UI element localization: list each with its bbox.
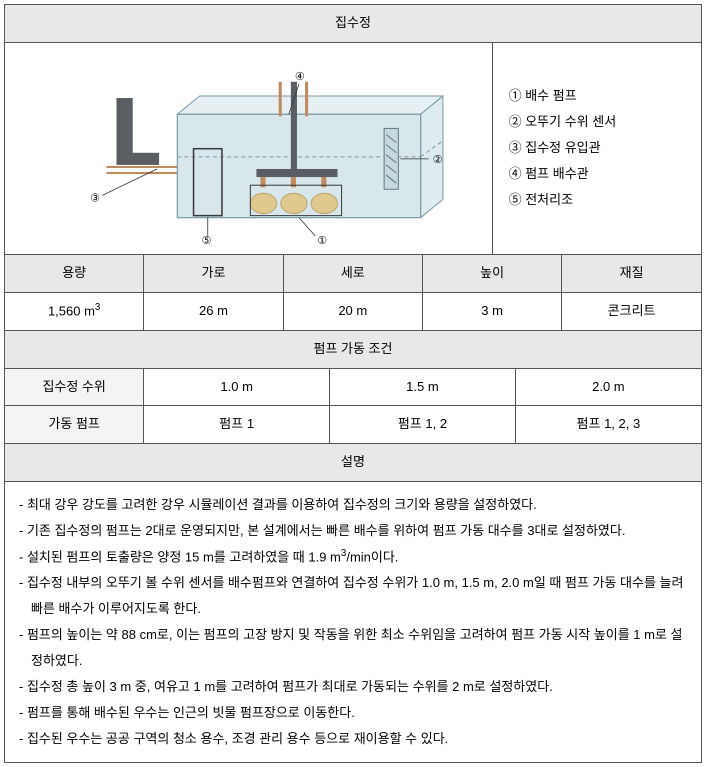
legend-item: ④ 펌프 배수관 [509, 161, 685, 187]
pipe-horizontal [117, 152, 160, 164]
spec-table: 집수정 [4, 4, 702, 763]
pump-3 [311, 193, 337, 213]
legend-item: ③ 집수정 유입관 [509, 135, 685, 161]
pump-active: 펌프 1, 2 [330, 406, 516, 444]
spec-header: 높이 [422, 255, 561, 293]
callout-3: ③ [90, 192, 100, 204]
desc-line: - 최대 강우 강도를 고려한 강우 시뮬레이션 결과를 이용하여 집수정의 크… [19, 492, 687, 518]
callout-5: ⑤ [202, 235, 212, 247]
spec-value: 콘크리트 [562, 292, 702, 330]
riser-thin-1 [279, 81, 282, 115]
spec-value: 1,560 m3 [5, 292, 144, 330]
pump-row-label: 집수정 수위 [5, 368, 144, 406]
desc-line: - 설치된 펌프의 토출량은 양정 15 m를 고려하였을 때 1.9 m3/m… [19, 544, 687, 570]
legend-item: ① 배수 펌프 [509, 83, 685, 109]
description-cell: - 최대 강우 강도를 고려한 강우 시뮬레이션 결과를 이용하여 집수정의 크… [5, 481, 702, 762]
manifold [256, 169, 337, 177]
diagram-cell: ① ② ③ ④ ⑤ [5, 42, 493, 254]
pump-level: 1.5 m [330, 368, 516, 406]
leader-1 [299, 217, 315, 235]
legend-item: ⑤ 전처리조 [509, 187, 685, 213]
legend-cell: ① 배수 펌프 ② 오뚜기 수위 센서 ③ 집수정 유입관 ④ 펌프 배수관 ⑤… [492, 42, 701, 254]
desc-line: - 집수된 우수는 공공 구역의 청소 용수, 조경 관리 용수 등으로 재이용… [19, 726, 687, 752]
spec-header: 재질 [562, 255, 702, 293]
spec-value: 26 m [144, 292, 283, 330]
riser-pipe-1 [291, 81, 297, 172]
sump-diagram: ① ② ③ ④ ⑤ [5, 43, 492, 254]
callout-1: ① [317, 235, 327, 247]
desc-line: - 펌프를 통해 배수된 우수는 인근의 빗물 펌프장으로 이동한다. [19, 700, 687, 726]
desc-line: - 집수정 총 높이 3 m 중, 여유고 1 m를 고려하여 펌프가 최대로 … [19, 674, 687, 700]
riser-thin-2 [305, 81, 308, 115]
section-title-pump: 펌프 가동 조건 [5, 330, 702, 368]
desc-line: - 펌프의 높이는 약 88 cm로, 이는 펌프의 고장 방지 및 작동을 위… [19, 622, 687, 674]
callout-4: ④ [295, 70, 305, 82]
spec-header: 세로 [283, 255, 422, 293]
legend-item: ② 오뚜기 수위 센서 [509, 109, 685, 135]
pipe-vertical [117, 98, 133, 159]
desc-line: - 기존 집수정의 펌프는 2대로 운영되지만, 본 설계에서는 빠른 배수를 … [19, 518, 687, 544]
spec-value: 20 m [283, 292, 422, 330]
desc-line: - 집수정 내부의 오뚜기 볼 수위 센서를 배수펌프와 연결하여 집수정 수위… [19, 570, 687, 622]
pump-level: 1.0 m [144, 368, 330, 406]
section-title-main: 집수정 [5, 5, 702, 43]
callout-2: ② [433, 154, 443, 166]
pump-1 [250, 193, 276, 213]
pump-active: 펌프 1, 2, 3 [515, 406, 701, 444]
tank-back-top [177, 96, 443, 114]
pump-row-label: 가동 펌프 [5, 406, 144, 444]
section-title-desc: 설명 [5, 443, 702, 481]
pump-active: 펌프 1 [144, 406, 330, 444]
pump-level: 2.0 m [515, 368, 701, 406]
spec-value: 3 m [422, 292, 561, 330]
pump-2 [281, 193, 307, 213]
spec-header: 용량 [5, 255, 144, 293]
spec-header: 가로 [144, 255, 283, 293]
